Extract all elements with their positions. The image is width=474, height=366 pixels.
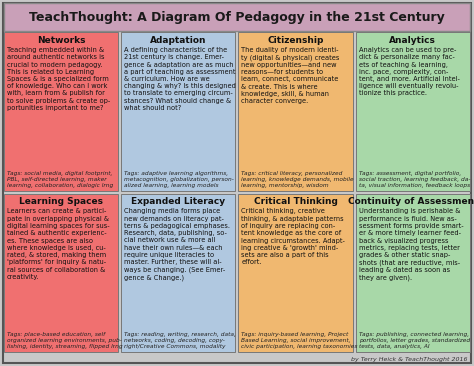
Text: Learning Spaces: Learning Spaces — [19, 198, 103, 206]
FancyBboxPatch shape — [356, 194, 470, 352]
Text: Citizenship: Citizenship — [267, 36, 324, 45]
Text: Tags: critical literacy, personalized
learning, knowledge demands, mobile
learni: Tags: critical literacy, personalized le… — [241, 171, 354, 187]
Text: Tags: publishing, connected learning,
portfolios, letter grades, standardized
te: Tags: publishing, connected learning, po… — [359, 332, 470, 349]
Text: Understanding is perishable &
performance is fluid. New as-
sessment forms provi: Understanding is perishable & performanc… — [359, 209, 464, 281]
Text: Teaching embedded within &
around authentic networks is
crucial to modern pedago: Teaching embedded within & around authen… — [7, 47, 110, 111]
FancyBboxPatch shape — [3, 3, 471, 363]
FancyBboxPatch shape — [238, 194, 353, 352]
Text: The duality of modern identi-
ty (digital & physical) creates
new opportunities—: The duality of modern identi- ty (digita… — [241, 47, 340, 104]
Text: Changing media forms place
new demands on literacy pat-
terns & pedagogical emph: Changing media forms place new demands o… — [124, 209, 230, 281]
Text: Tags: adaptive learning algorithms,
metacognition, globalization, person-
alized: Tags: adaptive learning algorithms, meta… — [124, 171, 234, 187]
Text: Networks: Networks — [37, 36, 85, 45]
Text: Adaptation: Adaptation — [150, 36, 207, 45]
Text: Tags: social media, digital footprint,
PBL, self-directed learning, maker
learni: Tags: social media, digital footprint, P… — [7, 171, 113, 187]
Text: TeachThought: A Diagram Of Pedagogy in the 21st Century: TeachThought: A Diagram Of Pedagogy in t… — [29, 11, 445, 23]
Text: Continuity of Assessment: Continuity of Assessment — [347, 198, 474, 206]
Text: Learners can create & partici-
pate in overlapping physical &
digital learning s: Learners can create & partici- pate in o… — [7, 209, 109, 280]
Text: Analytics: Analytics — [390, 36, 436, 45]
Text: Tags: reading, writing, research, data,
networks, coding, decoding, copy-
right/: Tags: reading, writing, research, data, … — [124, 332, 236, 349]
FancyBboxPatch shape — [4, 32, 118, 190]
Text: Critical Thinking: Critical Thinking — [254, 198, 337, 206]
Text: Tags: place-based education, self
organized learning environments, pub-
lishing,: Tags: place-based education, self organi… — [7, 332, 123, 349]
FancyBboxPatch shape — [121, 32, 236, 190]
Text: A defining characteristic of the
21st century is change. Emer-
gence & adaptatio: A defining characteristic of the 21st ce… — [124, 47, 236, 111]
Text: Expanded Literacy: Expanded Literacy — [131, 198, 226, 206]
Text: by Terry Heick & TeachThought 2016: by Terry Heick & TeachThought 2016 — [352, 357, 468, 362]
FancyBboxPatch shape — [356, 32, 470, 190]
Text: Tags: assessment, digital portfolio,
social traction, learning feedback, da-
ta,: Tags: assessment, digital portfolio, soc… — [359, 171, 470, 187]
FancyBboxPatch shape — [4, 194, 118, 352]
Text: Tags: inquiry-based learning, Project
Based Learning, social improvement,
civic : Tags: inquiry-based learning, Project Ba… — [241, 332, 358, 349]
FancyBboxPatch shape — [238, 32, 353, 190]
FancyBboxPatch shape — [121, 194, 236, 352]
Text: Critical thinking, creative
thinking, & adaptable patterns
of inquiry are replac: Critical thinking, creative thinking, & … — [241, 209, 346, 265]
FancyBboxPatch shape — [4, 3, 470, 31]
Text: Analytics can be used to pre-
dict & personalize many fac-
ets of teaching & lea: Analytics can be used to pre- dict & per… — [359, 47, 460, 97]
